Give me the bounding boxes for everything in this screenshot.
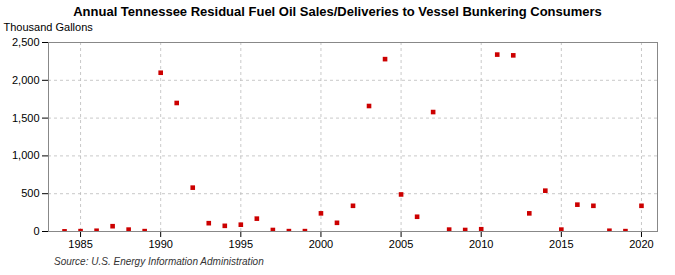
svg-text:2000: 2000 — [309, 238, 333, 250]
svg-text:2010: 2010 — [469, 238, 493, 250]
svg-text:2,500: 2,500 — [12, 36, 40, 48]
svg-text:0: 0 — [33, 225, 39, 237]
svg-text:2,000: 2,000 — [12, 74, 40, 86]
svg-text:1990: 1990 — [148, 238, 172, 250]
svg-text:500: 500 — [21, 187, 39, 199]
svg-text:2020: 2020 — [629, 238, 653, 250]
svg-text:1995: 1995 — [229, 238, 253, 250]
svg-text:1985: 1985 — [68, 238, 92, 250]
svg-text:2015: 2015 — [549, 238, 573, 250]
svg-text:2005: 2005 — [389, 238, 413, 250]
svg-text:Thousand Gallons: Thousand Gallons — [4, 21, 94, 33]
svg-text:1,000: 1,000 — [12, 149, 40, 161]
svg-text:1,500: 1,500 — [12, 112, 40, 124]
html-text:Annual Tennessee Residual Fuel: Annual Tennessee Residual Fuel Oil Sales… — [73, 4, 602, 19]
html-text:Source: U.S. Energy Informatio: Source: U.S. Energy Information Administ… — [54, 256, 264, 267]
